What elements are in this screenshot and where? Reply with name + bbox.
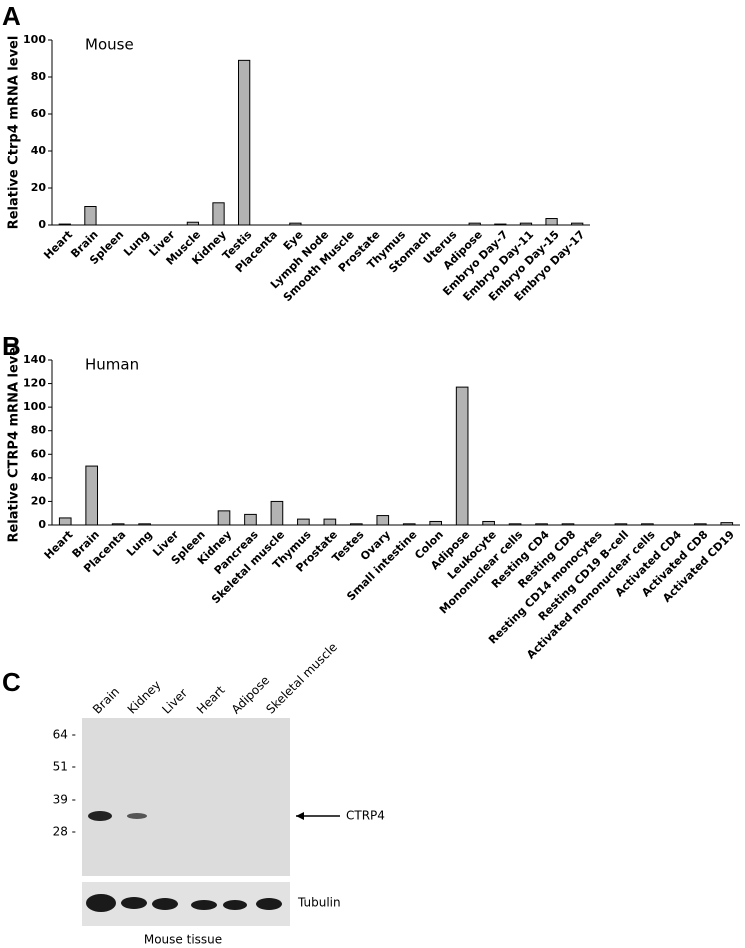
bar: [289, 222, 302, 226]
y-tick-label: 100: [23, 400, 46, 413]
marker-label: 51 -: [53, 760, 76, 774]
bar: [561, 523, 575, 526]
bar: [297, 518, 310, 526]
y-tick-label: 100: [23, 33, 46, 46]
x-tick-label: Lung: [124, 528, 155, 559]
x-tick-label: Heart: [42, 528, 76, 562]
bar: [58, 517, 72, 526]
bar: [614, 523, 628, 526]
annotation: Mouse: [85, 36, 134, 54]
tubulin-bands: [86, 894, 282, 912]
bar: [270, 500, 284, 526]
arrow-head: [296, 812, 304, 820]
bar: [84, 206, 97, 226]
band: [127, 813, 147, 819]
y-tick-label: 120: [23, 377, 46, 390]
bar: [494, 223, 507, 226]
tubulin-membrane: [82, 882, 290, 926]
band: [88, 811, 112, 821]
bar: [111, 523, 125, 526]
bar: [323, 518, 337, 526]
band-label: CTRP4: [346, 809, 385, 823]
bar: [238, 59, 251, 226]
lane-label: Liver: [159, 686, 190, 717]
y-tick-label: 20: [31, 181, 47, 194]
bar: [468, 222, 481, 226]
x-tick-label: Heart: [41, 228, 75, 262]
y-tick-label: 60: [31, 447, 47, 460]
bar: [508, 523, 522, 526]
bar: [376, 515, 390, 526]
x-tick-label: Lung: [121, 228, 152, 259]
bar: [693, 523, 707, 526]
bar: [545, 218, 558, 226]
y-tick-label: 60: [31, 107, 47, 120]
loading-label: Tubulin: [297, 896, 341, 910]
panel-label: A: [2, 1, 21, 31]
bar: [402, 523, 416, 526]
blot-membrane: [82, 718, 290, 876]
lane-label: Skeletal muscle: [263, 640, 340, 717]
marker-label: 39 -: [53, 793, 76, 807]
bar: [720, 522, 734, 526]
panel-label: C: [2, 667, 21, 697]
bar: [535, 523, 548, 526]
bar: [482, 520, 495, 526]
y-tick-label: 40: [31, 144, 47, 157]
y-tick-label: 80: [31, 424, 47, 437]
lane-label: Kidney: [125, 678, 164, 717]
bar: [186, 221, 200, 226]
bar: [212, 202, 225, 226]
y-tick-label: 80: [31, 70, 47, 83]
panel-label: B: [2, 331, 21, 361]
bar: [641, 523, 654, 526]
bar: [519, 222, 533, 226]
bar: [138, 523, 151, 526]
bar: [429, 520, 443, 526]
bar: [349, 523, 363, 526]
caption: Mouse tissue: [144, 933, 222, 947]
y-tick-label: 40: [31, 471, 47, 484]
marker-label: 28 -: [53, 825, 76, 839]
y-axis-label: Relative Ctrp4 mRNA level: [7, 36, 22, 230]
bar: [217, 510, 231, 526]
bar: [244, 513, 257, 526]
bar: [571, 222, 584, 226]
bar: [455, 386, 469, 526]
y-tick-label: 20: [31, 494, 47, 507]
y-tick-label: 0: [38, 218, 46, 231]
bar: [58, 223, 71, 226]
bar: [85, 465, 99, 526]
y-tick-label: 140: [23, 353, 46, 366]
annotation: Human: [85, 356, 139, 374]
y-axis-label: Relative CTRP4 mRNA level: [7, 342, 22, 542]
lane-label: Brain: [90, 684, 122, 716]
marker-label: 64 -: [53, 728, 76, 742]
lane-label: Heart: [194, 683, 228, 717]
y-tick-label: 0: [38, 518, 46, 531]
